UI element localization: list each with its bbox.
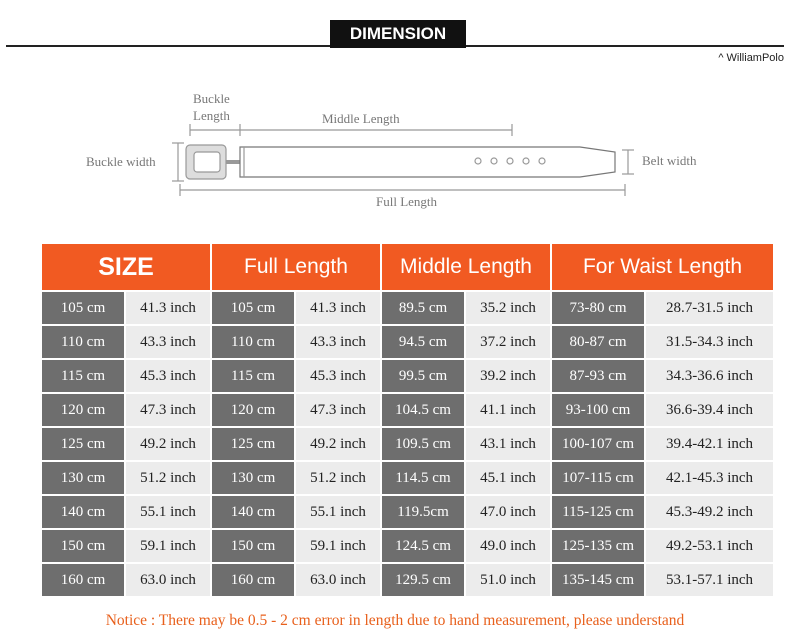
buckle-length-label: Buckle Length: [193, 91, 230, 123]
table-row: 110 cm 43.3 inch 110 cm 43.3 inch 94.5 cm 37.…: [40, 324, 775, 360]
table-cell: 107-115 cm: [550, 460, 646, 496]
table-cell: 63.0 inch: [124, 562, 212, 598]
table-cell: 53.1-57.1 inch: [644, 562, 775, 598]
table-cell: 124.5 cm: [380, 528, 466, 564]
table-row: 150 cm 59.1 inch 150 cm 59.1 inch 124.5 cm 49…: [40, 528, 775, 564]
table-cell: 59.1 inch: [294, 528, 382, 564]
column-header: Full Length: [210, 242, 382, 292]
middle-length-label: Middle Length: [322, 111, 400, 126]
table-cell: 150 cm: [210, 528, 296, 564]
table-cell: 160 cm: [40, 562, 126, 598]
table-body: 105 cm 41.3 inch 105 cm 41.3 inch 89.5 cm 35.…: [40, 290, 775, 598]
table-cell: 125 cm: [210, 426, 296, 462]
table-cell: 49.2-53.1 inch: [644, 528, 775, 564]
table-cell: 99.5 cm: [380, 358, 466, 394]
table-cell: 150 cm: [40, 528, 126, 564]
table-cell: 41.3 inch: [294, 290, 382, 326]
table-cell: 140 cm: [210, 494, 296, 530]
table-cell: 49.2 inch: [124, 426, 212, 462]
table-cell: 39.2 inch: [464, 358, 552, 394]
table-cell: 114.5 cm: [380, 460, 466, 496]
table-cell: 45.3 inch: [124, 358, 212, 394]
table-cell: 36.6-39.4 inch: [644, 392, 775, 428]
table-cell: 129.5 cm: [380, 562, 466, 598]
table-cell: 109.5 cm: [380, 426, 466, 462]
table-cell: 51.2 inch: [124, 460, 212, 496]
table-cell: 45.3 inch: [294, 358, 382, 394]
table-cell: 37.2 inch: [464, 324, 552, 360]
belt-width-label: Belt width: [642, 153, 697, 168]
table-cell: 55.1 inch: [294, 494, 382, 530]
table-cell: 105 cm: [40, 290, 126, 326]
column-header: For Waist Length: [550, 242, 775, 292]
table-cell: 120 cm: [40, 392, 126, 428]
table-cell: 59.1 inch: [124, 528, 212, 564]
table-cell: 55.1 inch: [124, 494, 212, 530]
table-row: 105 cm 41.3 inch 105 cm 41.3 inch 89.5 cm 35.…: [40, 290, 775, 326]
table-cell: 51.0 inch: [464, 562, 552, 598]
table-cell: 115 cm: [40, 358, 126, 394]
table-row: 140 cm 55.1 inch 140 cm 55.1 inch 119.5cm 47.…: [40, 494, 775, 530]
buckle-width-label: Buckle width: [86, 154, 156, 169]
belt-diagram: [172, 124, 634, 196]
table-cell: 87-93 cm: [550, 358, 646, 394]
table-cell: 89.5 cm: [380, 290, 466, 326]
table-cell: 45.3-49.2 inch: [644, 494, 775, 530]
table-cell: 135-145 cm: [550, 562, 646, 598]
table-cell: 140 cm: [40, 494, 126, 530]
table-cell: 47.3 inch: [294, 392, 382, 428]
table-cell: 47.0 inch: [464, 494, 552, 530]
table-cell: 63.0 inch: [294, 562, 382, 598]
table-cell: 49.2 inch: [294, 426, 382, 462]
table-cell: 125-135 cm: [550, 528, 646, 564]
table-row: 130 cm 51.2 inch 130 cm 51.2 inch 114.5 cm 45…: [40, 460, 775, 496]
table-cell: 120 cm: [210, 392, 296, 428]
table-cell: 45.1 inch: [464, 460, 552, 496]
brand: ^ WilliamPolo: [718, 52, 784, 64]
table-cell: 100-107 cm: [550, 426, 646, 462]
column-header: SIZE: [40, 242, 212, 292]
table-cell: 160 cm: [210, 562, 296, 598]
table-cell: 130 cm: [40, 460, 126, 496]
table-cell: 43.3 inch: [124, 324, 212, 360]
table-row: 160 cm 63.0 inch 160 cm 63.0 inch 129.5 cm 51…: [40, 562, 775, 598]
table-cell: 28.7-31.5 inch: [644, 290, 775, 326]
full-length-label: Full Length: [376, 194, 438, 209]
table-cell: 43.1 inch: [464, 426, 552, 462]
table-row: 125 cm 49.2 inch 125 cm 49.2 inch 109.5 cm 43…: [40, 426, 775, 462]
table-row: 120 cm 47.3 inch 120 cm 47.3 inch 104.5 cm 41…: [40, 392, 775, 428]
table-cell: 43.3 inch: [294, 324, 382, 360]
table-cell: 31.5-34.3 inch: [644, 324, 775, 360]
table-cell: 94.5 cm: [380, 324, 466, 360]
table-row: 115 cm 45.3 inch 115 cm 45.3 inch 99.5 cm 39.…: [40, 358, 775, 394]
table-cell: 41.3 inch: [124, 290, 212, 326]
column-header: Middle Length: [380, 242, 552, 292]
table-cell: 34.3-36.6 inch: [644, 358, 775, 394]
notice: Notice : There may be 0.5 - 2 cm error i…: [105, 612, 685, 629]
table-cell: 110 cm: [210, 324, 296, 360]
size-table: SIZE Full Length Middle Length For Waist Le…: [40, 242, 775, 598]
table-cell: 39.4-42.1 inch: [644, 426, 775, 462]
table-cell: 110 cm: [40, 324, 126, 360]
table-cell: 35.2 inch: [464, 290, 552, 326]
table-cell: 41.1 inch: [464, 392, 552, 428]
table-cell: 93-100 cm: [550, 392, 646, 428]
table-cell: 42.1-45.3 inch: [644, 460, 775, 496]
table-cell: 119.5cm: [380, 494, 466, 530]
table-cell: 49.0 inch: [464, 528, 552, 564]
table-cell: 80-87 cm: [550, 324, 646, 360]
title: DIMENSION: [330, 20, 466, 48]
table-cell: 115 cm: [210, 358, 296, 394]
table-cell: 104.5 cm: [380, 392, 466, 428]
table-cell: 105 cm: [210, 290, 296, 326]
table-cell: 51.2 inch: [294, 460, 382, 496]
table-cell: 73-80 cm: [550, 290, 646, 326]
table-cell: 125 cm: [40, 426, 126, 462]
table-cell: 47.3 inch: [124, 392, 212, 428]
table-cell: 130 cm: [210, 460, 296, 496]
header-row: SIZE Full Length Middle Length For Waist Le…: [40, 242, 775, 292]
table-cell: 115-125 cm: [550, 494, 646, 530]
